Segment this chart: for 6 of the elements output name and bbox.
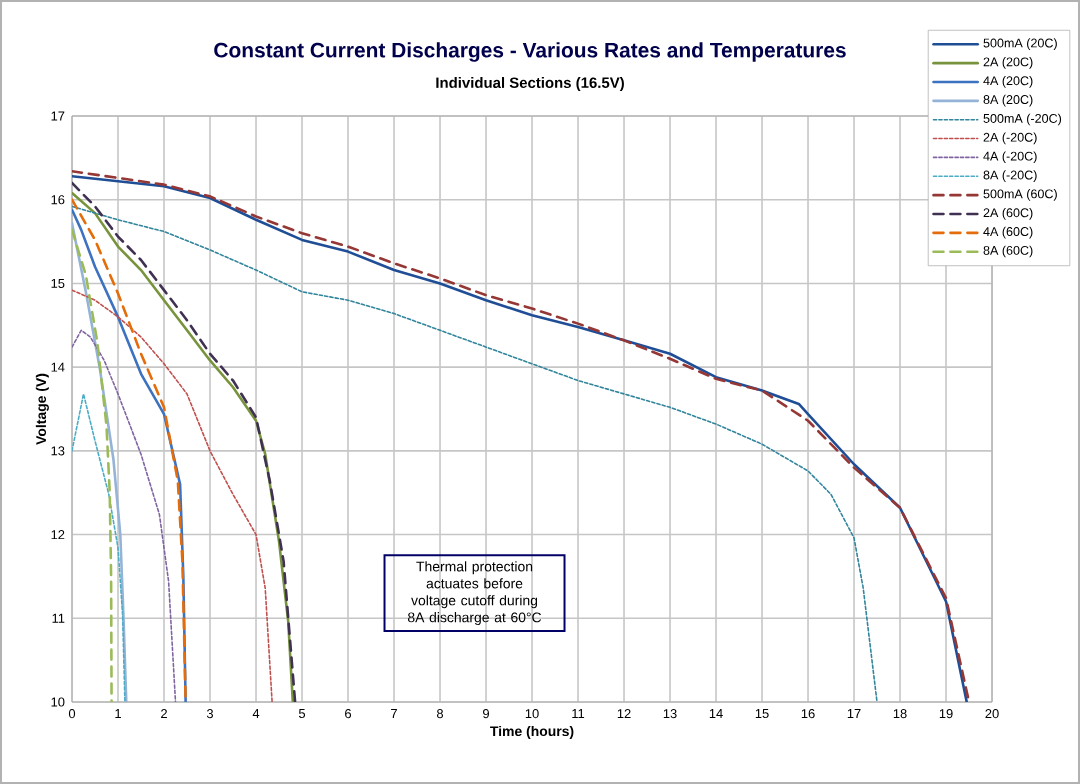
line-series xyxy=(72,221,128,702)
line-series xyxy=(72,329,177,702)
line-series xyxy=(72,228,113,702)
line-series xyxy=(72,393,126,702)
line-series xyxy=(72,289,273,702)
chart-title: Constant Current Discharges - Various Rates and Temperatures xyxy=(214,42,846,62)
